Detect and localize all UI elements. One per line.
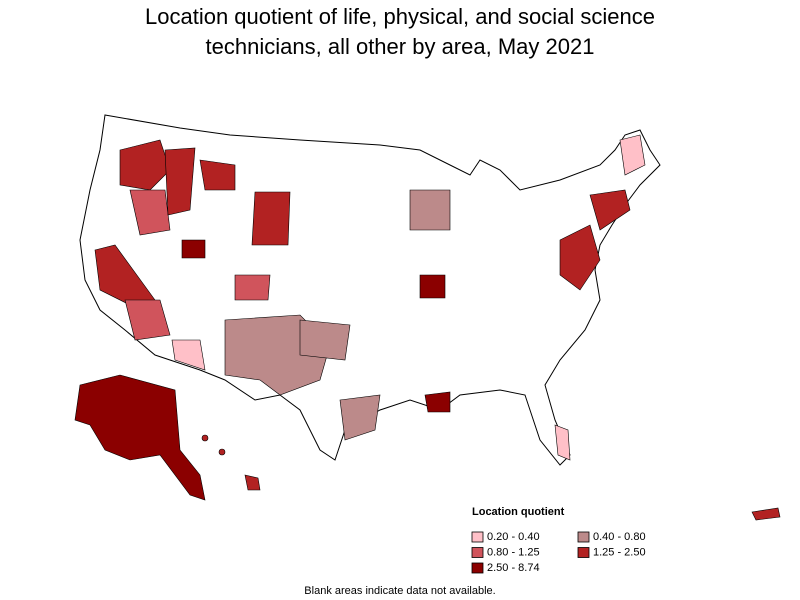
- area: [619, 134, 646, 176]
- area: [119, 139, 171, 191]
- area: [419, 274, 446, 299]
- us-outline: [79, 114, 661, 466]
- area: [199, 159, 236, 191]
- legend-label: 0.80 - 1.25: [487, 546, 540, 558]
- legend-swatch: [471, 562, 484, 574]
- area: [124, 299, 171, 341]
- legend-swatch: [471, 531, 484, 543]
- area: [589, 189, 631, 231]
- legend-label: 2.50 - 8.74: [487, 562, 540, 574]
- title: Location quotient of life, physical, and…: [145, 4, 655, 59]
- area: [171, 339, 206, 371]
- hawaii: [218, 448, 226, 456]
- legend-swatch: [577, 531, 590, 543]
- legend-label: 1.25 - 2.50: [593, 546, 646, 558]
- area: [129, 189, 171, 236]
- area: [299, 319, 351, 361]
- area: [234, 274, 271, 301]
- area: [251, 191, 291, 246]
- area: [181, 239, 206, 259]
- area: [339, 394, 381, 441]
- legend-swatch: [577, 547, 590, 558]
- legend-label: 0.20 - 0.40: [487, 531, 540, 543]
- legend: Location quotient 0.20 - 0.40 0.40 - 0.80…: [471, 506, 646, 574]
- legend-swatch: [471, 547, 484, 558]
- hawaii: [201, 434, 209, 442]
- alaska: [74, 374, 206, 501]
- area: [424, 391, 451, 413]
- area: [554, 424, 571, 461]
- area: [164, 147, 196, 216]
- area: [559, 224, 601, 291]
- hawaii: [244, 474, 261, 491]
- legend-label: 0.40 - 0.80: [593, 531, 646, 543]
- area: [409, 189, 451, 231]
- legend-title: Location quotient: [472, 506, 565, 518]
- puerto-rico: [751, 507, 781, 521]
- note: Blank areas indicate data not available.: [304, 585, 495, 597]
